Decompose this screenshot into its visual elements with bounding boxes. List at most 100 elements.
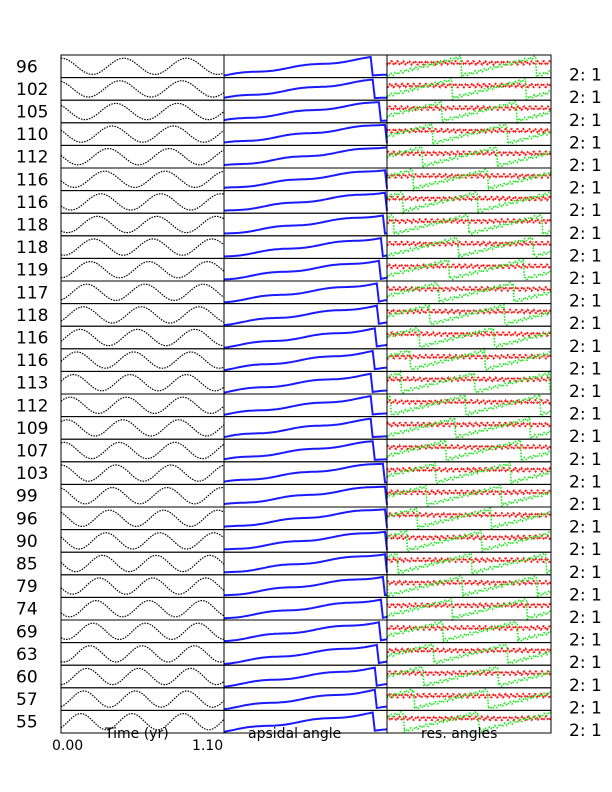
apsidal-angle-line xyxy=(223,553,388,574)
resonance-label: 2: 1 xyxy=(569,224,602,244)
apsidal-angle-line xyxy=(223,485,388,506)
res-angle-red-line xyxy=(386,104,552,112)
res-angle-green-line xyxy=(386,281,552,304)
panel-frame xyxy=(386,416,552,440)
resonance-label: 2: 1 xyxy=(569,472,602,492)
res-angle-red-line xyxy=(386,511,552,519)
apsidal-angle-line xyxy=(223,327,388,349)
time-series-line xyxy=(60,419,225,437)
time-series-line xyxy=(60,351,225,369)
time-series-line xyxy=(60,170,225,188)
panel-frame xyxy=(60,506,225,531)
apsidal-angle-line xyxy=(223,282,388,304)
x-label-apsidal: apsidal angle xyxy=(248,726,341,742)
res-angle-green-line xyxy=(386,620,552,645)
row-label: 69 xyxy=(16,622,38,642)
res-angle-red-line xyxy=(386,240,552,247)
resonance-label: 2: 1 xyxy=(569,405,602,425)
res-angle-green-line xyxy=(386,642,552,667)
panel-frame xyxy=(60,212,225,237)
res-angle-green-line xyxy=(386,392,552,417)
time-series-line xyxy=(60,532,225,550)
res-angle-green-line xyxy=(386,414,552,440)
resonance-label: 2: 1 xyxy=(569,540,602,560)
res-angle-green-line xyxy=(386,54,552,79)
panel-frame xyxy=(386,122,552,146)
panel-frame xyxy=(386,257,552,282)
row-label: 119 xyxy=(16,261,48,281)
x-tick-end: 1.10 xyxy=(192,738,223,754)
panel-frame xyxy=(386,54,552,79)
res-angle-red-line xyxy=(386,172,552,180)
row-label: 113 xyxy=(16,374,48,394)
panel-frame xyxy=(60,348,225,372)
row-label: 99 xyxy=(16,487,38,507)
panel-frame xyxy=(60,416,225,440)
panel-frame xyxy=(386,303,552,327)
panel-frame xyxy=(386,325,552,350)
row-label: 116 xyxy=(16,329,48,349)
resonance-label: 2: 1 xyxy=(569,676,602,696)
res-angle-red-line xyxy=(386,59,552,67)
apsidal-angle-line xyxy=(223,191,388,212)
res-angle-red-line xyxy=(386,534,552,541)
res-angle-red-line xyxy=(386,150,552,157)
panel-frame xyxy=(60,235,225,259)
resonance-label: 2: 1 xyxy=(569,111,602,131)
panel-frame xyxy=(386,506,552,531)
apsidal-angle-line xyxy=(223,688,388,711)
res-angle-red-line xyxy=(386,127,552,134)
apsidal-angle-line xyxy=(223,643,388,665)
time-series-line xyxy=(61,57,225,75)
time-series-line xyxy=(60,577,225,595)
time-series-line xyxy=(60,261,225,279)
res-angle-red-line xyxy=(386,263,552,270)
res-angle-green-line xyxy=(386,302,552,327)
res-angle-green-line xyxy=(386,190,552,216)
res-angle-green-line xyxy=(386,460,552,485)
res-angle-red-line xyxy=(386,398,552,406)
resonance-label: 2: 1 xyxy=(569,156,602,176)
apsidal-angle-line xyxy=(223,575,388,597)
time-series-line xyxy=(60,622,225,640)
res-angle-green-line xyxy=(386,484,552,508)
time-series-line xyxy=(60,238,225,256)
resonance-label: 2: 1 xyxy=(569,631,602,651)
res-angle-green-line xyxy=(386,687,552,712)
res-angle-green-line xyxy=(386,369,552,395)
resonance-label: 2: 1 xyxy=(569,563,602,583)
res-angle-green-line xyxy=(386,213,552,238)
resonance-labels: 2: 12: 12: 12: 12: 12: 12: 12: 12: 12: 1… xyxy=(569,66,602,741)
resonance-label: 2: 1 xyxy=(569,518,602,538)
apsidal-angle-line xyxy=(223,462,388,484)
row-label: 74 xyxy=(16,600,38,620)
apsidal-angle-line xyxy=(223,236,388,258)
row-label: 60 xyxy=(16,668,38,688)
time-series-line xyxy=(60,193,225,211)
time-series-line xyxy=(60,487,225,505)
panel-frame xyxy=(60,370,225,395)
panel-frame xyxy=(60,393,225,418)
time-series-line xyxy=(60,600,225,618)
res-angle-green-line xyxy=(386,597,552,623)
time-series-line xyxy=(60,667,225,686)
time-series-line xyxy=(60,554,225,573)
res-angle-red-line xyxy=(386,602,552,609)
x-tick-start: 0.00 xyxy=(52,738,83,754)
apsidal-angle-line xyxy=(223,78,388,100)
panel-frame xyxy=(60,596,225,621)
resonance-label: 2: 1 xyxy=(569,88,602,108)
res-angle-green-line xyxy=(386,346,552,372)
apsidal-angle-line xyxy=(223,711,388,733)
res-angle-red-line xyxy=(387,579,552,586)
apsidal-angle-line xyxy=(223,304,388,327)
apsidal-angle-line xyxy=(223,394,388,416)
res-angle-green-line xyxy=(386,665,552,690)
row-label: 105 xyxy=(16,103,48,123)
panel-frame xyxy=(386,393,552,418)
row-label: 90 xyxy=(16,532,38,552)
resonance-label: 2: 1 xyxy=(569,653,602,673)
time-series-line xyxy=(60,125,225,143)
resonance-label: 2: 1 xyxy=(569,495,602,515)
row-label: 118 xyxy=(16,306,48,326)
